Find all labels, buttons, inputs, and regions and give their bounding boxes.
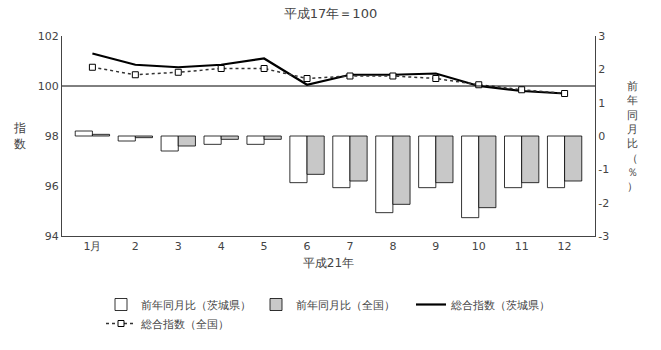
svg-text:0: 0 xyxy=(598,130,605,143)
svg-text:指数: 指数 xyxy=(13,121,26,151)
svg-text:総合指数（茨城県）: 総合指数（茨城県） xyxy=(450,299,550,312)
svg-text:7: 7 xyxy=(346,240,353,253)
svg-text:11: 11 xyxy=(515,240,529,253)
svg-text:9: 9 xyxy=(432,240,439,253)
svg-text:1月: 1月 xyxy=(83,240,101,253)
svg-text:1: 1 xyxy=(598,97,605,110)
svg-text:5: 5 xyxy=(261,240,268,253)
svg-text:4: 4 xyxy=(218,240,225,253)
svg-text:前年同月比（茨城県）: 前年同月比（茨城県） xyxy=(141,299,251,312)
svg-text:10: 10 xyxy=(472,240,486,253)
svg-text:2: 2 xyxy=(598,63,605,76)
svg-text:2: 2 xyxy=(132,240,139,253)
svg-text:総合指数（全国）: 総合指数（全国） xyxy=(140,318,229,331)
svg-text:98: 98 xyxy=(45,130,59,143)
svg-text:12: 12 xyxy=(558,240,572,253)
svg-text:94: 94 xyxy=(45,230,59,243)
svg-text:96: 96 xyxy=(45,180,59,193)
svg-text:8: 8 xyxy=(389,240,396,253)
svg-text:-2: -2 xyxy=(598,197,609,210)
svg-text:100: 100 xyxy=(38,80,59,93)
svg-text:-1: -1 xyxy=(598,163,609,176)
svg-text:平成21年: 平成21年 xyxy=(303,256,354,270)
svg-text:6: 6 xyxy=(304,240,311,253)
svg-text:3: 3 xyxy=(175,240,182,253)
svg-text:平成17年＝100: 平成17年＝100 xyxy=(284,6,377,21)
svg-text:前年同月比（全国）: 前年同月比（全国） xyxy=(296,299,395,312)
svg-text:-3: -3 xyxy=(598,230,609,243)
svg-text:3: 3 xyxy=(598,30,605,43)
svg-text:前年同月比（％）: 前年同月比（％） xyxy=(627,80,638,193)
svg-text:102: 102 xyxy=(38,30,59,43)
